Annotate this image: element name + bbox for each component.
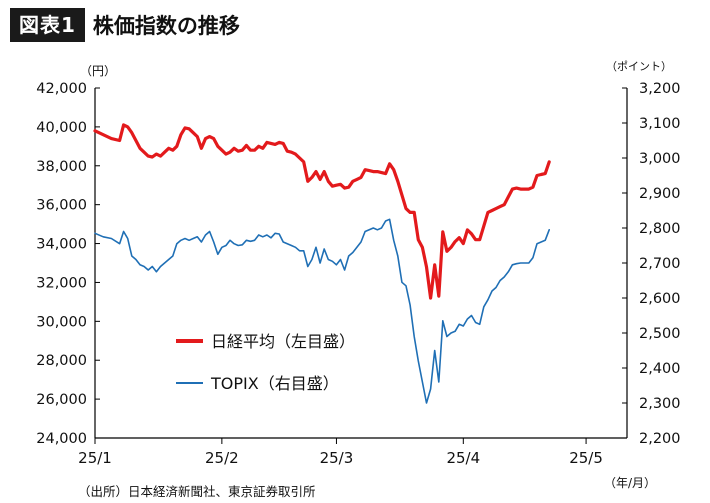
figure-header: 図表1 株価指数の推移 <box>10 8 240 42</box>
x-axis-tick-label: 25/3 <box>320 449 354 467</box>
legend-label: TOPIX（右目盛） <box>210 374 339 393</box>
left-axis-tick-label: 26,000 <box>36 392 87 408</box>
left-axis-tick-label: 24,000 <box>36 431 87 447</box>
left-axis-tick-label: 42,000 <box>36 81 87 97</box>
figure-title: 株価指数の推移 <box>92 14 240 38</box>
left-axis-tick-label: 36,000 <box>36 198 87 214</box>
left-axis-tick-label: 34,000 <box>36 237 87 253</box>
right-axis-tick-label: 3,200 <box>639 81 681 97</box>
right-axis-tick-label: 3,000 <box>639 151 681 167</box>
legend-label: 日経平均（左目盛） <box>211 332 355 351</box>
left-axis-tick-label: 40,000 <box>36 120 87 136</box>
nikkei-series-line <box>93 123 551 300</box>
left-axis-tick-label: 38,000 <box>36 159 87 175</box>
right-axis-tick-label: 2,200 <box>639 431 681 447</box>
left-axis-tick-label: 28,000 <box>36 353 87 369</box>
left-axis-unit: （円） <box>80 64 117 78</box>
left-axis-tick-label: 30,000 <box>36 314 87 330</box>
right-axis-tick-label: 2,700 <box>639 256 681 272</box>
right-axis-tick-label: 2,400 <box>639 361 681 377</box>
x-axis-tick-label: 25/4 <box>446 449 480 467</box>
right-axis-tick-label: 2,900 <box>639 186 681 202</box>
right-axis-tick-label: 2,500 <box>639 326 681 342</box>
x-axis-unit: （年/月） <box>604 476 657 490</box>
figure-badge: 図表1 <box>10 8 85 42</box>
left-axis-tick-label: 32,000 <box>36 275 87 291</box>
x-axis-tick-label: 25/1 <box>78 449 112 467</box>
right-axis-tick-label: 2,300 <box>639 396 681 412</box>
right-axis-tick-label: 2,600 <box>639 291 681 307</box>
right-axis-tick-label: 2,800 <box>639 221 681 237</box>
source-note: （出所）日本経済新聞社、東京証券取引所 <box>78 484 316 499</box>
x-axis-tick-label: 25/5 <box>569 449 603 467</box>
right-axis-unit: （ポイント） <box>606 60 672 73</box>
topix-series-line <box>94 218 550 404</box>
right-axis-tick-label: 3,100 <box>639 116 681 132</box>
x-axis-tick-label: 25/2 <box>205 449 239 467</box>
